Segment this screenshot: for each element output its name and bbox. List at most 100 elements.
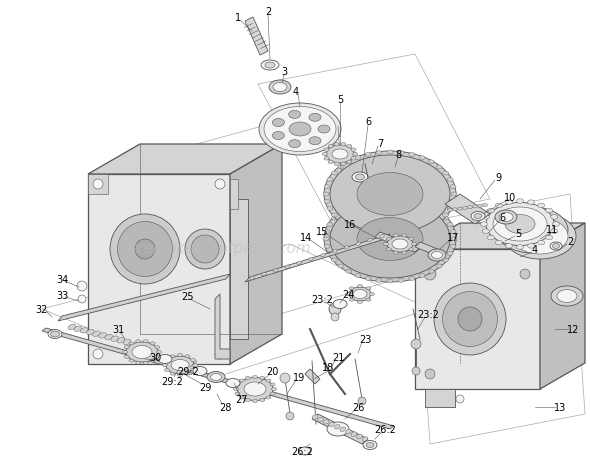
Ellipse shape — [365, 198, 371, 202]
Ellipse shape — [398, 196, 404, 200]
Ellipse shape — [165, 369, 169, 372]
Circle shape — [215, 179, 225, 190]
Ellipse shape — [226, 379, 240, 388]
Text: 10: 10 — [504, 193, 516, 202]
Ellipse shape — [324, 245, 330, 249]
Ellipse shape — [333, 300, 347, 309]
Ellipse shape — [185, 372, 190, 375]
Ellipse shape — [442, 292, 497, 347]
Text: 24: 24 — [342, 289, 354, 299]
Ellipse shape — [393, 235, 398, 237]
Circle shape — [286, 412, 294, 420]
Ellipse shape — [193, 367, 207, 375]
Ellipse shape — [340, 427, 346, 431]
Circle shape — [77, 281, 87, 291]
Ellipse shape — [269, 81, 291, 95]
Ellipse shape — [239, 396, 244, 399]
Ellipse shape — [442, 217, 448, 220]
Ellipse shape — [253, 400, 257, 403]
Ellipse shape — [442, 172, 448, 176]
Ellipse shape — [506, 244, 512, 249]
Ellipse shape — [428, 269, 434, 274]
Ellipse shape — [477, 205, 483, 208]
Polygon shape — [230, 200, 248, 339]
Polygon shape — [42, 328, 394, 429]
Ellipse shape — [191, 369, 195, 372]
Ellipse shape — [392, 240, 408, 249]
Ellipse shape — [158, 355, 172, 364]
Polygon shape — [415, 249, 540, 389]
Ellipse shape — [289, 111, 301, 119]
Ellipse shape — [516, 199, 523, 204]
Ellipse shape — [467, 206, 473, 209]
Ellipse shape — [124, 346, 129, 349]
Ellipse shape — [496, 204, 502, 208]
Text: 16: 16 — [344, 219, 356, 230]
Ellipse shape — [327, 422, 349, 436]
Ellipse shape — [352, 153, 358, 157]
Ellipse shape — [346, 293, 350, 296]
Text: 4: 4 — [293, 87, 299, 97]
Ellipse shape — [207, 372, 225, 383]
Ellipse shape — [346, 225, 352, 229]
Ellipse shape — [330, 201, 450, 279]
Ellipse shape — [235, 392, 240, 395]
Ellipse shape — [483, 204, 487, 207]
Ellipse shape — [338, 219, 344, 224]
Ellipse shape — [318, 126, 330, 134]
Ellipse shape — [520, 269, 530, 280]
Ellipse shape — [447, 178, 453, 182]
Ellipse shape — [358, 285, 362, 288]
Ellipse shape — [260, 399, 265, 402]
Ellipse shape — [341, 162, 346, 166]
Ellipse shape — [156, 351, 162, 354]
Ellipse shape — [143, 361, 148, 364]
Ellipse shape — [93, 331, 100, 336]
Ellipse shape — [273, 132, 284, 140]
Text: 26:2: 26:2 — [291, 446, 313, 456]
Circle shape — [93, 349, 103, 359]
Ellipse shape — [487, 236, 494, 240]
Ellipse shape — [402, 252, 407, 254]
Ellipse shape — [166, 356, 194, 374]
Ellipse shape — [431, 252, 442, 259]
Ellipse shape — [129, 342, 134, 345]
Ellipse shape — [424, 269, 436, 280]
Ellipse shape — [482, 230, 489, 234]
Text: 28: 28 — [219, 402, 231, 412]
Ellipse shape — [332, 217, 337, 220]
Text: 11: 11 — [546, 224, 558, 235]
Ellipse shape — [150, 359, 155, 362]
Ellipse shape — [327, 207, 333, 211]
Ellipse shape — [398, 234, 404, 238]
Ellipse shape — [386, 238, 391, 241]
Text: 3: 3 — [281, 67, 287, 77]
Ellipse shape — [178, 374, 182, 377]
Ellipse shape — [324, 151, 456, 237]
Ellipse shape — [551, 286, 583, 306]
Circle shape — [412, 367, 420, 375]
Ellipse shape — [457, 207, 463, 211]
Ellipse shape — [320, 254, 325, 257]
Ellipse shape — [155, 346, 160, 349]
Circle shape — [329, 303, 341, 315]
Ellipse shape — [165, 359, 169, 362]
Ellipse shape — [387, 280, 393, 283]
Ellipse shape — [324, 149, 329, 152]
Ellipse shape — [328, 161, 333, 164]
Circle shape — [93, 179, 103, 190]
Ellipse shape — [117, 222, 172, 277]
Text: 30: 30 — [149, 352, 161, 362]
Ellipse shape — [349, 298, 354, 302]
Ellipse shape — [266, 396, 271, 399]
Ellipse shape — [482, 215, 489, 220]
Text: 1: 1 — [235, 13, 241, 23]
Polygon shape — [88, 174, 108, 195]
Ellipse shape — [299, 447, 311, 455]
Text: ereplacementparts.com: ereplacementparts.com — [129, 240, 312, 255]
Ellipse shape — [346, 161, 352, 164]
Ellipse shape — [496, 207, 568, 253]
Ellipse shape — [474, 214, 482, 219]
Ellipse shape — [442, 213, 448, 218]
Ellipse shape — [357, 173, 423, 216]
